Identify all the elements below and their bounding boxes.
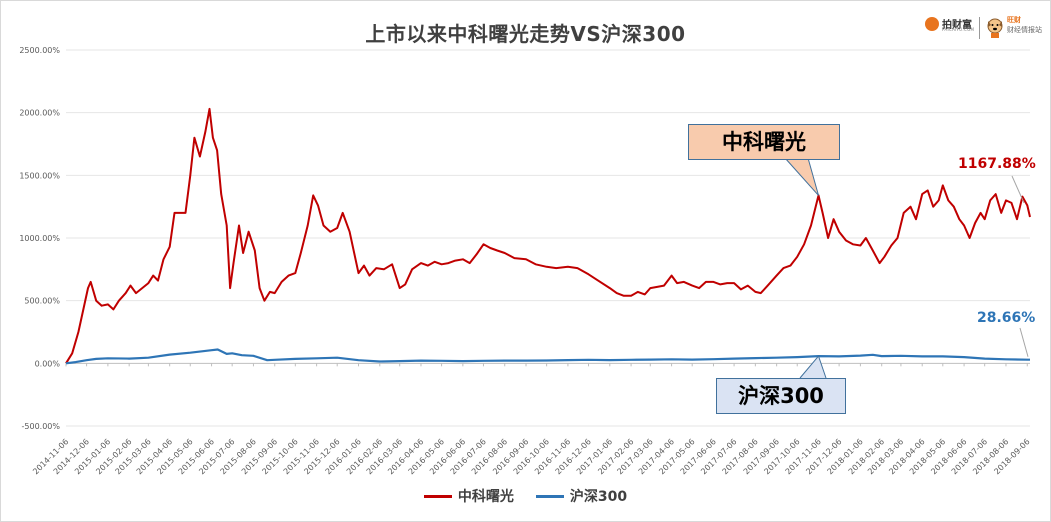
legend-item-zk[interactable]: 中科曙光 — [423, 486, 514, 506]
wangcai-tagline: 财经情报站 — [1007, 26, 1042, 34]
paicaifu-icon — [925, 16, 939, 31]
paicaifu-logo: 拍财富 — [925, 16, 972, 31]
series-lines — [65, 107, 1031, 379]
y-tick-label: 2000.00% — [19, 109, 60, 118]
legend-label-hs: 沪深300 — [569, 489, 628, 505]
hs-end-leader — [1019, 327, 1029, 357]
x-axis: 2014-11-062014-12-062015-01-062015-02-06… — [31, 363, 1032, 476]
y-tick-label: 2500.00% — [19, 46, 60, 55]
gridlines — [66, 49, 1030, 427]
series-line-zk — [65, 107, 1031, 364]
hs-callout-pointer — [799, 355, 827, 379]
y-tick-label: 1000.00% — [19, 234, 60, 243]
series-line-hs — [65, 348, 1030, 365]
brand-logo: 拍财富 PAICAIFU.COM 旺财 财经情报站 — [925, 14, 1043, 42]
legend-swatch-hs — [535, 494, 564, 498]
legend-label-zk: 中科曙光 — [457, 489, 514, 505]
hs-end-value: 28.66% — [977, 310, 1036, 326]
y-tick-label: -500.00% — [22, 422, 61, 431]
paicaifu-domain: PAICAIFU.COM — [942, 27, 975, 32]
zk-callout: 中科曙光 — [688, 124, 840, 160]
zk-end-value: 1167.88% — [958, 156, 1036, 172]
y-tick-label: 0.00% — [35, 359, 61, 368]
dog-icon — [987, 18, 1003, 38]
legend-swatch-zk — [423, 494, 452, 498]
hs-callout: 沪深300 — [716, 378, 846, 414]
chart-legend: 中科曙光 沪深300 — [0, 486, 1051, 506]
y-tick-label: 1500.00% — [19, 171, 60, 180]
zk-end-leader — [1011, 175, 1025, 204]
y-tick-label: 500.00% — [24, 297, 60, 306]
y-axis: 2500.00% 2000.00% 1500.00% 1000.00% 500.00% 0… — [19, 46, 60, 431]
wangcai-name: 旺财 — [1007, 16, 1021, 24]
paicaifu-name: 拍财富 — [942, 20, 972, 31]
zk-callout-pointer — [784, 157, 819, 196]
legend-item-hs[interactable]: 沪深300 — [535, 486, 628, 506]
chart-title: 上市以来中科曙光走势VS沪深300 — [365, 22, 686, 46]
logo-divider — [979, 17, 980, 39]
